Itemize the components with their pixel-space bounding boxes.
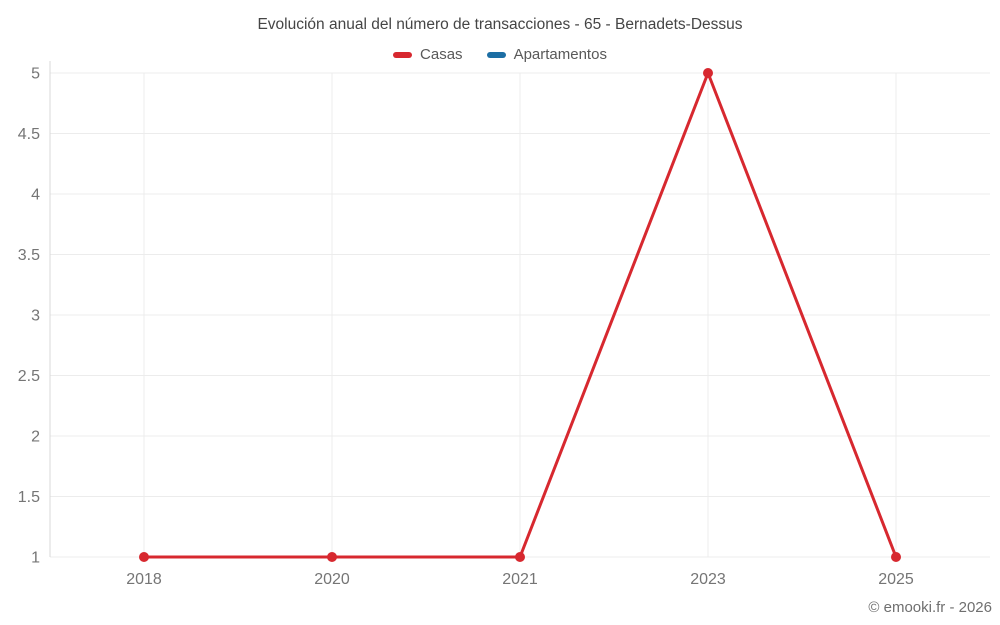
legend-label-casas: Casas — [420, 46, 463, 63]
svg-text:2020: 2020 — [314, 571, 350, 588]
svg-text:2025: 2025 — [878, 571, 914, 588]
svg-text:2021: 2021 — [502, 571, 538, 588]
svg-text:4.5: 4.5 — [18, 126, 40, 143]
casas-swatch-icon — [393, 51, 413, 58]
svg-text:2: 2 — [31, 429, 40, 446]
legend-label-apartamentos: Apartamentos — [513, 46, 607, 63]
legend: Casas Apartamentos — [0, 46, 1000, 63]
legend-item-casas[interactable]: Casas — [393, 46, 463, 63]
svg-text:4: 4 — [31, 187, 40, 204]
svg-text:1: 1 — [31, 550, 40, 567]
svg-text:3: 3 — [31, 308, 40, 325]
svg-text:5: 5 — [31, 66, 40, 83]
svg-text:2.5: 2.5 — [18, 368, 40, 385]
apartamentos-swatch-icon — [486, 51, 506, 58]
svg-text:1.5: 1.5 — [18, 489, 40, 506]
legend-item-apartamentos[interactable]: Apartamentos — [486, 46, 607, 63]
svg-text:2023: 2023 — [690, 571, 726, 588]
copyright-notice: © emooki.fr - 2026 — [868, 599, 992, 616]
svg-text:3.5: 3.5 — [18, 247, 40, 264]
svg-text:2018: 2018 — [126, 571, 162, 588]
chart-title: Evolución anual del número de transaccio… — [257, 16, 743, 33]
